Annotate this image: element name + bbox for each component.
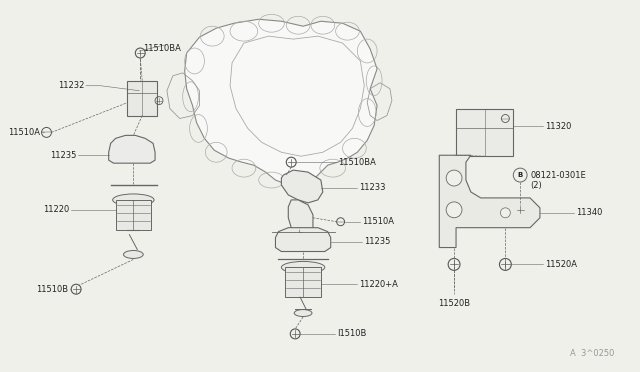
Text: 11235: 11235 xyxy=(364,237,390,246)
Text: I1510B: I1510B xyxy=(337,329,366,339)
Circle shape xyxy=(446,170,462,186)
Text: 11340: 11340 xyxy=(577,208,603,217)
Text: 11520B: 11520B xyxy=(438,299,470,308)
Bar xyxy=(285,267,321,297)
Text: 11510BA: 11510BA xyxy=(143,44,181,52)
Text: 11220+A: 11220+A xyxy=(359,280,398,289)
Text: 11233: 11233 xyxy=(359,183,386,192)
Ellipse shape xyxy=(294,310,312,317)
Text: A  3^0250: A 3^0250 xyxy=(570,349,614,358)
Polygon shape xyxy=(185,19,377,185)
Ellipse shape xyxy=(124,250,143,259)
Text: 11510BA: 11510BA xyxy=(338,158,376,167)
Bar xyxy=(127,81,157,116)
Polygon shape xyxy=(282,170,323,203)
Polygon shape xyxy=(275,228,331,251)
Text: 11510B: 11510B xyxy=(36,285,68,294)
Text: 11220: 11220 xyxy=(43,205,69,214)
Circle shape xyxy=(500,208,510,218)
Ellipse shape xyxy=(113,194,154,206)
Text: B: B xyxy=(518,172,523,178)
Polygon shape xyxy=(439,155,540,247)
Bar xyxy=(116,200,151,230)
Text: 11235: 11235 xyxy=(50,151,76,160)
Bar xyxy=(456,109,513,156)
Text: 11510A: 11510A xyxy=(362,217,394,226)
Text: 11520A: 11520A xyxy=(545,260,577,269)
Polygon shape xyxy=(109,135,155,163)
Circle shape xyxy=(446,202,462,218)
Text: 11510A: 11510A xyxy=(8,128,40,137)
Text: 08121-0301E: 08121-0301E xyxy=(530,171,586,180)
Text: (2): (2) xyxy=(530,180,542,189)
Text: 11320: 11320 xyxy=(545,122,572,131)
Text: 11232: 11232 xyxy=(58,81,84,90)
Polygon shape xyxy=(288,200,313,232)
Ellipse shape xyxy=(282,262,324,273)
